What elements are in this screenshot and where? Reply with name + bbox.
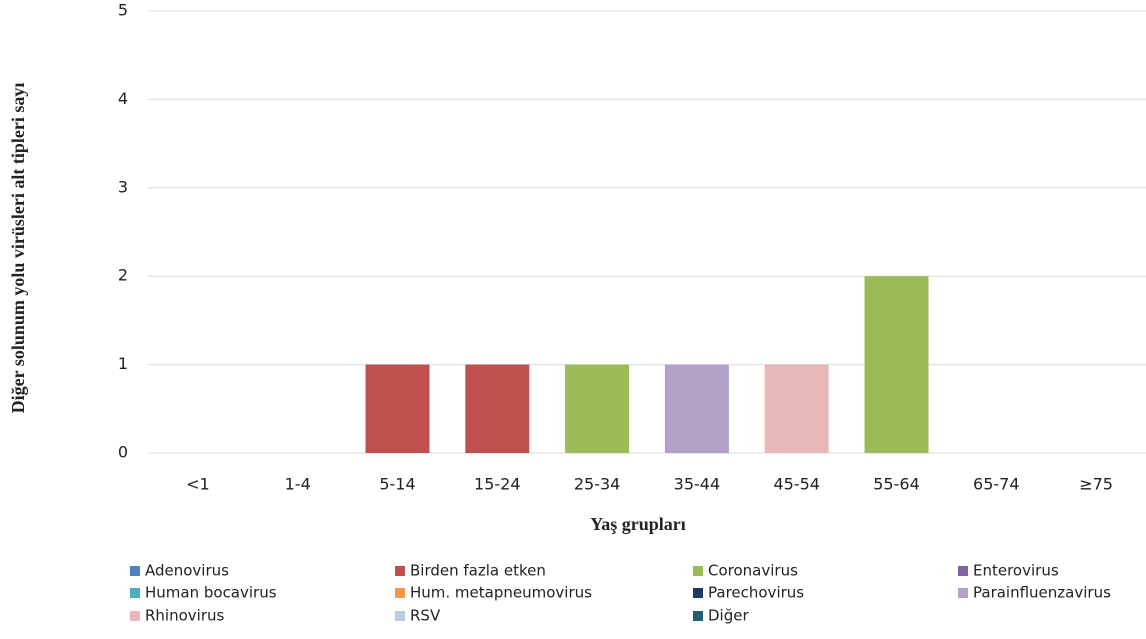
legend-swatch <box>130 611 140 621</box>
y-tick-label: 3 <box>118 177 128 196</box>
legend-label: Coronavirus <box>708 562 798 580</box>
legend-swatch <box>395 611 405 621</box>
y-tick-label: 1 <box>118 354 128 373</box>
legend-swatch <box>130 588 140 598</box>
legend-label: Enterovirus <box>973 562 1059 580</box>
legend-label: Hum. metapneumovirus <box>410 584 592 602</box>
bar-segment <box>565 364 630 453</box>
legend-label: Human bocavirus <box>145 584 277 602</box>
x-tick-label: 15-24 <box>474 475 521 494</box>
legend-label: Parechovirus <box>708 584 804 602</box>
x-tick-label: 1-4 <box>285 475 311 494</box>
legend-swatch <box>130 566 140 576</box>
x-tick-label: 35-44 <box>674 475 721 494</box>
x-axis-title: Yaş grupları <box>590 514 686 534</box>
y-tick-label: 2 <box>118 266 128 285</box>
legend-swatch <box>693 588 703 598</box>
legend-label: Diğer <box>708 607 749 625</box>
legend-swatch <box>958 588 968 598</box>
bar-segment <box>864 276 929 453</box>
legend-label: Rhinovirus <box>145 607 224 625</box>
legend-swatch <box>693 566 703 576</box>
bar-segment <box>365 364 430 453</box>
y-tick-label: 0 <box>118 443 128 462</box>
x-tick-label: 25-34 <box>574 475 621 494</box>
x-tick-label: <1 <box>186 475 210 494</box>
legend-swatch <box>395 588 405 598</box>
y-tick-label: 5 <box>118 1 128 20</box>
legend-swatch <box>958 566 968 576</box>
legend-label: Birden fazla etken <box>410 562 546 580</box>
x-tick-label: ≥75 <box>1079 475 1113 494</box>
x-tick-label: 45-54 <box>773 475 820 494</box>
y-tick-label: 4 <box>118 89 128 108</box>
x-tick-label: 65-74 <box>973 475 1020 494</box>
legend-swatch <box>395 566 405 576</box>
x-tick-label: 5-14 <box>379 475 415 494</box>
bar-segment <box>764 364 829 453</box>
legend-label: Parainfluenzavirus <box>973 584 1111 602</box>
legend-label: Adenovirus <box>145 562 229 580</box>
x-tick-label: 55-64 <box>873 475 920 494</box>
legend-label: RSV <box>410 607 441 625</box>
y-axis-title: Diğer solunum yolu virüsleri alt tipleri… <box>8 83 28 414</box>
legend-swatch <box>693 611 703 621</box>
bar-segment <box>664 364 729 453</box>
bar-segment <box>465 364 530 453</box>
